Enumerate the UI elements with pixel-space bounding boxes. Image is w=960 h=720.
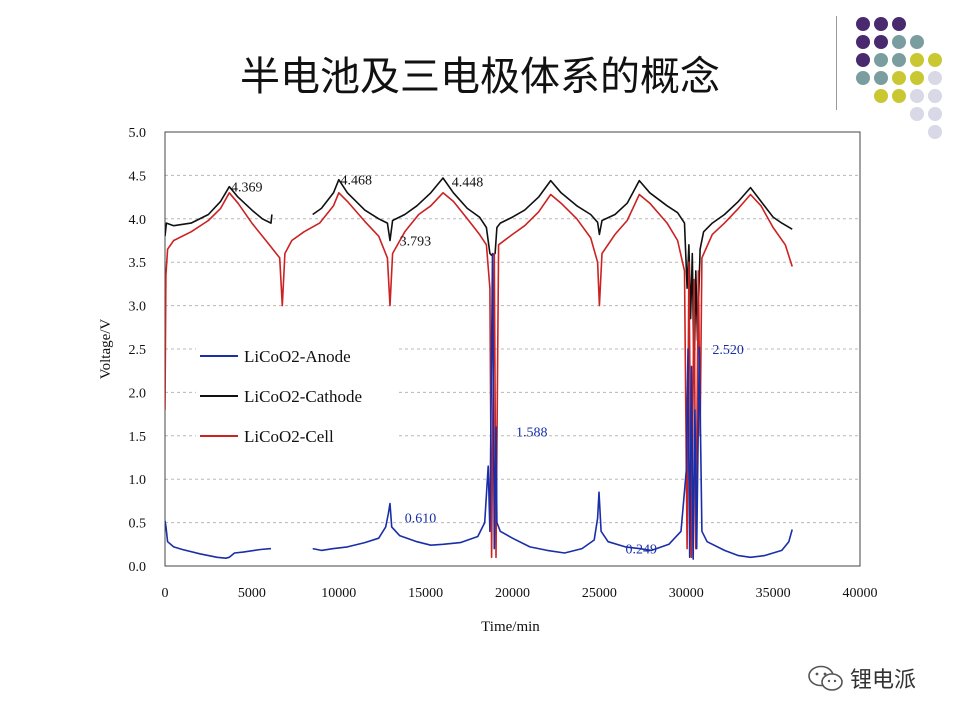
y-axis-label: Voltage/V xyxy=(98,319,114,380)
series-group xyxy=(165,192,793,559)
decorative-dot xyxy=(874,17,888,31)
decorative-dot xyxy=(874,35,888,49)
decorative-dot xyxy=(892,89,906,103)
y-tick-label: 0.0 xyxy=(129,560,147,575)
series-line-licoo2-anode xyxy=(312,252,793,560)
y-tick-label: 0.5 xyxy=(129,517,147,532)
legend-label: LiCoO2-Cell xyxy=(244,427,334,446)
decorative-dot xyxy=(856,35,870,49)
data-label: 3.793 xyxy=(400,235,432,250)
decorative-dot xyxy=(892,17,906,31)
x-tick-label: 25000 xyxy=(582,586,617,601)
y-tick-label: 3.5 xyxy=(129,256,147,271)
data-label: 1.588 xyxy=(516,425,548,440)
data-label: 4.468 xyxy=(340,174,372,189)
y-tick-label: 4.0 xyxy=(129,213,147,228)
decorative-dot xyxy=(928,71,942,85)
decorative-dot-grid xyxy=(850,12,950,162)
decorative-dot xyxy=(910,89,924,103)
decorative-dot xyxy=(874,89,888,103)
watermark-text: 锂电派 xyxy=(850,668,917,693)
x-tick-label: 0 xyxy=(162,586,169,601)
decorative-dot xyxy=(874,53,888,67)
y-tick-label: 2.0 xyxy=(129,386,147,401)
decorative-dot xyxy=(928,53,942,67)
series-line-licoo2-cathode xyxy=(165,185,273,237)
decorative-dot xyxy=(856,71,870,85)
slide-title: 半电池及三电极体系的概念 xyxy=(240,54,720,100)
x-tick-label: 10000 xyxy=(321,586,356,601)
legend: LiCoO2-Anode LiCoO2-Cathode LiCoO2-Cell xyxy=(196,340,396,450)
watermark: 锂电派 xyxy=(806,660,916,696)
data-label: 4.369 xyxy=(231,181,263,196)
series-line-licoo2-anode xyxy=(165,520,272,559)
decorative-dot xyxy=(856,17,870,31)
decorative-dot xyxy=(910,53,924,67)
legend-label: LiCoO2-Cathode xyxy=(244,387,362,406)
x-tick-label: 40000 xyxy=(843,586,878,601)
y-tick-label: 1.5 xyxy=(129,430,147,445)
x-tick-label: 15000 xyxy=(408,586,443,601)
decorative-dot xyxy=(856,53,870,67)
data-label: 0.610 xyxy=(405,511,437,526)
y-tick-label: 1.0 xyxy=(129,473,147,488)
decorative-dot xyxy=(928,89,942,103)
decorative-dot xyxy=(874,71,888,85)
y-tick-label: 3.0 xyxy=(129,300,147,315)
decorative-dot xyxy=(892,35,906,49)
decorative-dot xyxy=(892,53,906,67)
decorative-dot xyxy=(928,125,942,139)
decorative-dot xyxy=(910,71,924,85)
series-line-licoo2-cell xyxy=(165,192,793,559)
decorative-dot xyxy=(910,35,924,49)
decorative-dot xyxy=(928,107,942,121)
y-tick-label: 4.5 xyxy=(129,169,147,184)
y-tick-label: 2.5 xyxy=(129,343,147,358)
wechat-icon xyxy=(808,665,843,691)
x-axis-label: Time/min xyxy=(481,619,540,635)
data-label: 2.520 xyxy=(712,343,744,358)
series-group xyxy=(165,252,793,560)
decorative-divider xyxy=(836,16,837,110)
legend-label: LiCoO2-Anode xyxy=(244,347,351,366)
x-tick-label: 35000 xyxy=(756,586,791,601)
data-label: 0.249 xyxy=(625,543,657,558)
x-tick-label: 20000 xyxy=(495,586,530,601)
data-label: 4.448 xyxy=(452,175,484,190)
decorative-dot xyxy=(892,71,906,85)
y-tick-label: 5.0 xyxy=(129,126,147,141)
x-tick-label: 5000 xyxy=(238,586,266,601)
decorative-dot xyxy=(910,107,924,121)
x-tick-label: 30000 xyxy=(669,586,704,601)
